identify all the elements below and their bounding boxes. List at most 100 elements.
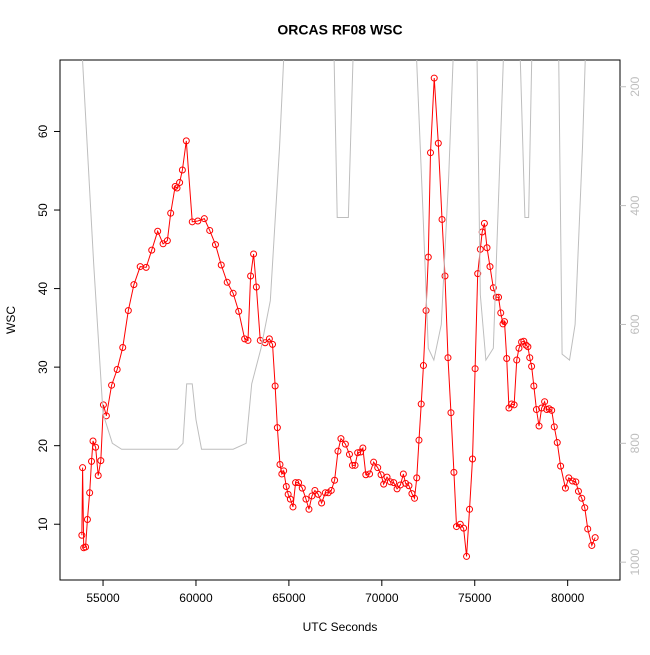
point <box>588 541 596 549</box>
point <box>327 486 335 494</box>
point <box>561 484 569 492</box>
point <box>292 479 300 487</box>
point <box>92 443 100 451</box>
point <box>200 215 208 223</box>
y-tick-label: 60 <box>36 124 50 138</box>
point <box>194 217 202 225</box>
point <box>265 335 273 343</box>
point <box>176 179 184 187</box>
point <box>308 492 316 500</box>
point <box>124 307 132 315</box>
point <box>520 337 528 345</box>
point <box>331 476 339 484</box>
point <box>411 494 419 502</box>
point <box>480 219 488 227</box>
point <box>405 482 413 490</box>
x-tick-label: 55000 <box>86 591 120 605</box>
point <box>574 487 582 495</box>
x-tick-label: 70000 <box>365 591 399 605</box>
point <box>86 489 94 497</box>
point <box>289 503 297 511</box>
point <box>223 278 231 286</box>
point <box>241 335 249 343</box>
point <box>119 343 127 351</box>
point <box>286 495 294 503</box>
point <box>94 472 102 480</box>
point <box>483 244 491 252</box>
point <box>553 439 561 447</box>
point <box>167 209 175 217</box>
x-tick-label: 80000 <box>551 591 585 605</box>
point <box>99 401 107 409</box>
point <box>163 237 171 245</box>
point <box>463 552 471 560</box>
point <box>130 281 138 289</box>
chart-title: ORCAS RF08 WSC <box>277 22 402 38</box>
point <box>444 354 452 362</box>
point <box>530 382 538 390</box>
point <box>341 440 349 448</box>
y-tick-label: 10 <box>36 517 50 531</box>
point <box>252 283 260 291</box>
series-line <box>81 78 596 557</box>
y-tick-label: 40 <box>36 282 50 296</box>
point <box>273 424 281 432</box>
point <box>524 343 532 351</box>
point <box>548 406 556 414</box>
point <box>513 356 521 364</box>
point <box>282 483 290 491</box>
point <box>271 382 279 390</box>
point <box>229 289 237 297</box>
point <box>78 531 86 539</box>
point <box>154 227 162 235</box>
point <box>466 505 474 513</box>
point <box>182 137 190 145</box>
point <box>471 365 479 373</box>
point <box>142 263 150 271</box>
point <box>450 468 458 476</box>
series-line <box>82 60 586 450</box>
point <box>97 457 105 465</box>
point <box>399 470 407 478</box>
point <box>460 524 468 532</box>
point <box>178 166 186 174</box>
point <box>424 253 432 261</box>
point <box>572 478 580 486</box>
point <box>503 354 511 362</box>
y2-tick-label: 600 <box>628 314 642 334</box>
point <box>173 184 181 192</box>
point <box>247 272 255 280</box>
point <box>526 354 534 362</box>
y-tick-label: 50 <box>36 203 50 217</box>
point <box>492 293 500 301</box>
point <box>422 307 430 315</box>
point <box>500 318 508 326</box>
point <box>337 435 345 443</box>
point <box>581 504 589 512</box>
y2-tick-label: 800 <box>628 433 642 453</box>
y-tick-label: 30 <box>36 360 50 374</box>
point <box>302 495 310 503</box>
point <box>469 455 477 463</box>
point <box>88 457 96 465</box>
point <box>314 490 322 498</box>
point <box>217 261 225 269</box>
point <box>305 505 313 513</box>
point <box>453 523 461 531</box>
point <box>79 464 87 472</box>
point <box>427 149 435 157</box>
point <box>148 246 156 254</box>
point <box>171 182 179 190</box>
y-tick-label: 20 <box>36 439 50 453</box>
y-axis-label: WSC <box>4 306 18 334</box>
point <box>357 448 365 456</box>
point <box>276 461 284 469</box>
point <box>235 307 243 315</box>
point <box>438 215 446 223</box>
point <box>447 409 455 417</box>
point <box>568 477 576 485</box>
point <box>89 437 97 445</box>
point <box>474 270 482 278</box>
point <box>413 474 421 482</box>
